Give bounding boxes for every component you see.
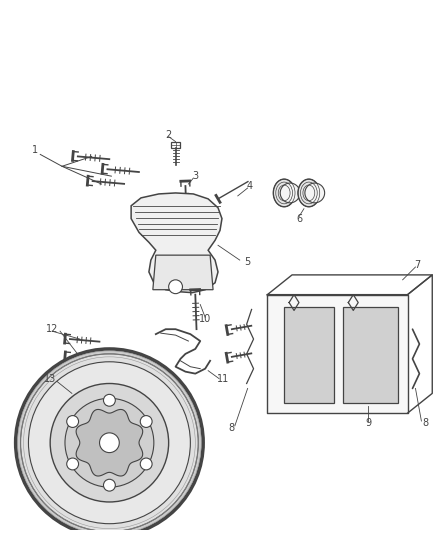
Circle shape [103, 394, 115, 406]
Text: 8: 8 [422, 418, 428, 428]
Circle shape [140, 416, 152, 427]
Circle shape [140, 458, 152, 470]
Polygon shape [153, 255, 213, 290]
Text: 5: 5 [244, 257, 251, 267]
Text: 6: 6 [296, 214, 302, 224]
Polygon shape [343, 308, 398, 403]
Circle shape [99, 433, 119, 453]
Text: 2: 2 [166, 130, 172, 140]
Circle shape [16, 349, 203, 533]
Circle shape [28, 362, 191, 524]
Circle shape [50, 384, 169, 502]
Circle shape [67, 458, 78, 470]
Circle shape [67, 416, 78, 427]
Text: 11: 11 [217, 374, 229, 384]
Circle shape [305, 183, 325, 203]
Text: 7: 7 [414, 260, 420, 270]
Text: 9: 9 [365, 418, 371, 428]
Circle shape [103, 479, 115, 491]
Polygon shape [284, 308, 333, 403]
Text: 13: 13 [44, 374, 57, 384]
Text: 12: 12 [46, 324, 58, 334]
Text: 8: 8 [229, 423, 235, 433]
Circle shape [169, 280, 183, 294]
Text: 1: 1 [32, 144, 39, 155]
Polygon shape [267, 295, 408, 413]
Text: 3: 3 [192, 171, 198, 181]
Text: 10: 10 [199, 314, 211, 324]
Circle shape [65, 398, 154, 487]
Polygon shape [131, 193, 222, 293]
Polygon shape [76, 409, 143, 476]
Text: 4: 4 [247, 181, 253, 191]
Circle shape [21, 354, 198, 531]
Circle shape [280, 183, 300, 203]
Ellipse shape [298, 179, 320, 207]
Ellipse shape [273, 179, 295, 207]
